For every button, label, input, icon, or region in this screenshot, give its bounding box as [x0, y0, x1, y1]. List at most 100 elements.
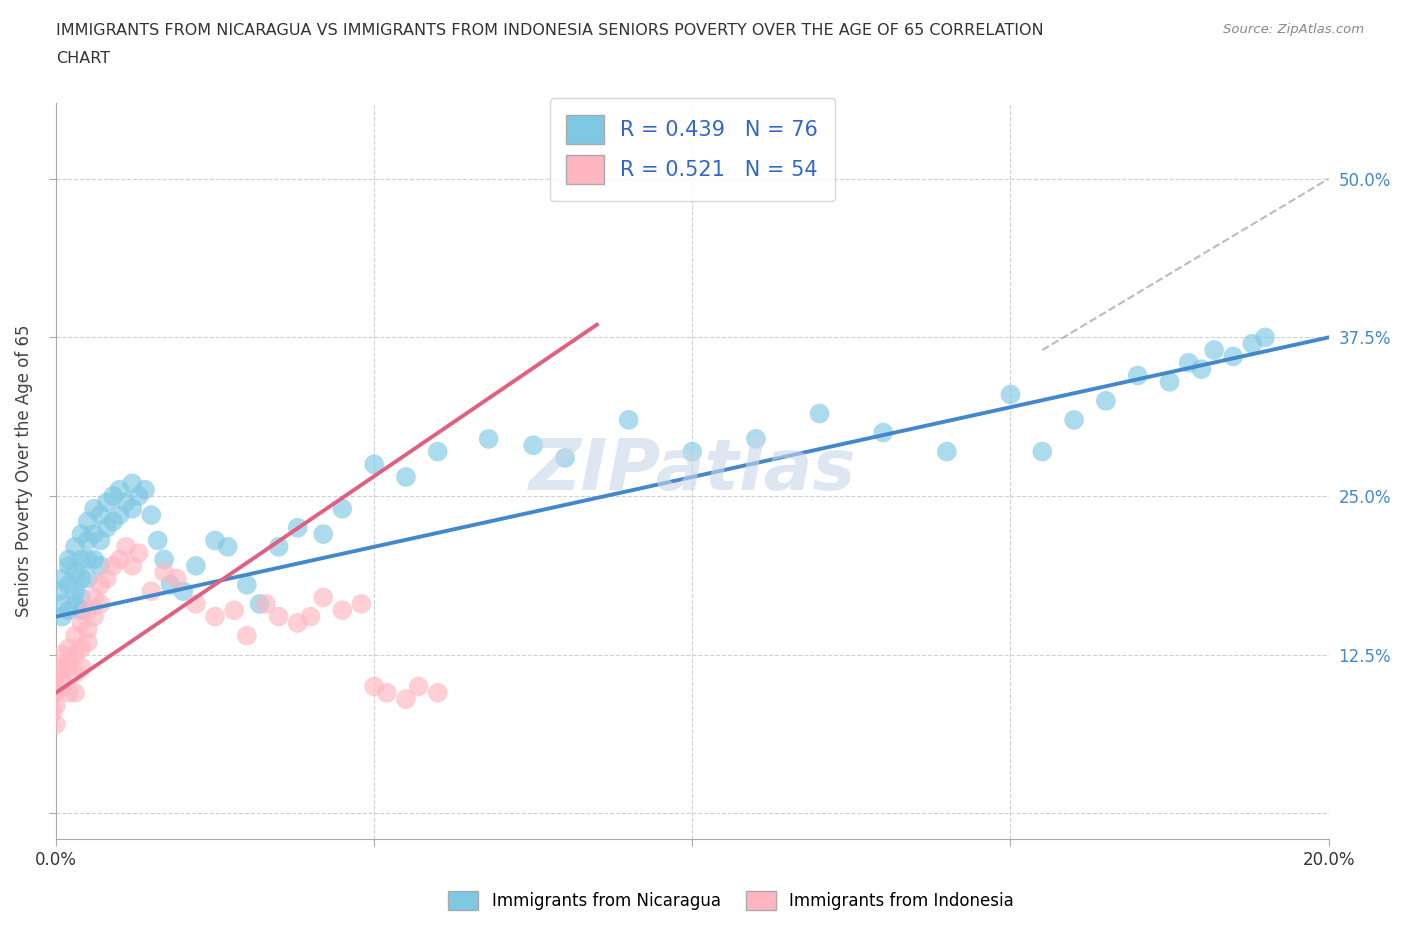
Point: [159, 578, 181, 592]
Point: [224, 603, 246, 618]
Point: [1159, 375, 1181, 390]
Point: [267, 539, 290, 554]
Point: [134, 483, 156, 498]
Point: [70, 571, 93, 586]
Point: [121, 558, 143, 573]
Point: [70, 526, 93, 541]
Point: [70, 641, 93, 656]
Y-axis label: Seniors Poverty Over the Age of 65: Seniors Poverty Over the Age of 65: [15, 325, 32, 617]
Point: [63, 596, 86, 611]
Point: [330, 603, 353, 618]
Point: [1204, 342, 1226, 357]
Point: [121, 501, 143, 516]
Point: [166, 571, 188, 586]
Point: [808, 406, 831, 421]
Point: [1031, 445, 1053, 459]
Point: [267, 609, 290, 624]
Point: [45, 698, 67, 713]
Point: [76, 603, 98, 618]
Point: [45, 666, 67, 681]
Point: [63, 666, 86, 681]
Point: [617, 412, 640, 427]
Point: [108, 552, 131, 567]
Text: CHART: CHART: [56, 51, 110, 66]
Point: [63, 565, 86, 579]
Point: [89, 596, 111, 611]
Point: [115, 495, 138, 510]
Point: [153, 565, 176, 579]
Point: [287, 520, 309, 535]
Point: [254, 596, 277, 611]
Text: ZIPatlas: ZIPatlas: [529, 436, 856, 505]
Point: [299, 609, 322, 624]
Point: [96, 571, 118, 586]
Point: [76, 622, 98, 637]
Legend: R = 0.439   N = 76, R = 0.521   N = 54: R = 0.439 N = 76, R = 0.521 N = 54: [550, 99, 835, 201]
Point: [1177, 355, 1199, 370]
Point: [172, 584, 194, 599]
Point: [236, 628, 259, 643]
Point: [141, 584, 163, 599]
Point: [935, 445, 957, 459]
Point: [395, 470, 418, 485]
Point: [89, 533, 111, 548]
Point: [681, 445, 703, 459]
Point: [872, 425, 894, 440]
Point: [1222, 349, 1244, 364]
Point: [745, 432, 768, 446]
Point: [103, 488, 125, 503]
Point: [83, 591, 105, 605]
Point: [395, 692, 418, 707]
Point: [1189, 362, 1212, 377]
Point: [63, 628, 86, 643]
Point: [51, 660, 73, 675]
Point: [70, 616, 93, 631]
Point: [63, 539, 86, 554]
Point: [89, 578, 111, 592]
Point: [141, 508, 163, 523]
Point: [153, 552, 176, 567]
Point: [96, 520, 118, 535]
Point: [363, 457, 385, 472]
Point: [83, 501, 105, 516]
Point: [312, 526, 335, 541]
Point: [1000, 387, 1022, 402]
Point: [58, 641, 80, 656]
Point: [96, 495, 118, 510]
Point: [70, 603, 93, 618]
Point: [58, 654, 80, 669]
Point: [312, 591, 335, 605]
Point: [184, 596, 207, 611]
Point: [363, 679, 385, 694]
Point: [51, 596, 73, 611]
Point: [478, 432, 501, 446]
Point: [76, 571, 98, 586]
Point: [63, 685, 86, 700]
Point: [184, 558, 207, 573]
Point: [426, 685, 449, 700]
Point: [103, 558, 125, 573]
Point: [63, 584, 86, 599]
Text: IMMIGRANTS FROM NICARAGUA VS IMMIGRANTS FROM INDONESIA SENIORS POVERTY OVER THE : IMMIGRANTS FROM NICARAGUA VS IMMIGRANTS …: [56, 23, 1043, 38]
Point: [204, 533, 226, 548]
Point: [70, 591, 93, 605]
Point: [1254, 330, 1277, 345]
Point: [115, 539, 138, 554]
Point: [58, 558, 80, 573]
Point: [108, 508, 131, 523]
Point: [63, 647, 86, 662]
Point: [1126, 368, 1149, 383]
Point: [1095, 393, 1118, 408]
Point: [76, 634, 98, 649]
Point: [51, 571, 73, 586]
Point: [249, 596, 271, 611]
Point: [522, 438, 544, 453]
Text: Source: ZipAtlas.com: Source: ZipAtlas.com: [1223, 23, 1364, 36]
Point: [83, 552, 105, 567]
Point: [51, 679, 73, 694]
Point: [38, 692, 60, 707]
Point: [89, 558, 111, 573]
Point: [408, 679, 430, 694]
Point: [38, 711, 60, 725]
Point: [128, 488, 150, 503]
